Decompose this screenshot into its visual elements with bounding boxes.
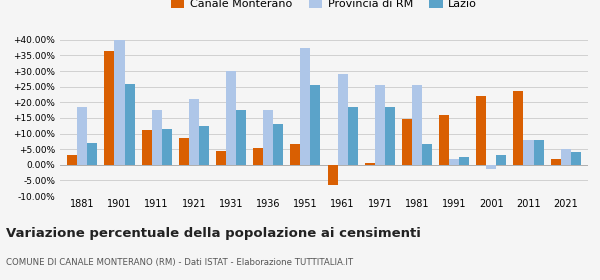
Bar <box>514 91 523 165</box>
Bar <box>253 148 263 165</box>
Bar <box>161 129 172 165</box>
Bar <box>533 140 544 165</box>
Bar <box>273 124 283 165</box>
Bar <box>310 85 320 165</box>
Bar <box>104 51 115 165</box>
Bar <box>439 115 449 165</box>
Bar <box>347 107 358 165</box>
Bar <box>77 107 88 165</box>
Legend: Canale Monterano, Provincia di RM, Lazio: Canale Monterano, Provincia di RM, Lazio <box>166 0 482 13</box>
Bar <box>402 120 412 165</box>
Bar <box>365 163 375 165</box>
Bar <box>449 158 459 165</box>
Bar <box>487 165 496 169</box>
Bar <box>125 83 134 165</box>
Bar <box>375 85 385 165</box>
Bar <box>142 130 152 165</box>
Bar <box>199 126 209 165</box>
Bar <box>179 138 189 165</box>
Bar <box>290 144 301 165</box>
Bar <box>301 48 310 165</box>
Text: Variazione percentuale della popolazione ai censimenti: Variazione percentuale della popolazione… <box>6 227 421 240</box>
Bar <box>476 96 487 165</box>
Bar <box>189 99 199 165</box>
Bar <box>496 155 506 165</box>
Bar <box>328 165 338 185</box>
Bar <box>551 158 560 165</box>
Bar <box>152 110 161 165</box>
Bar <box>523 140 533 165</box>
Bar <box>67 155 77 165</box>
Bar <box>571 152 581 165</box>
Bar <box>422 144 432 165</box>
Bar <box>560 149 571 165</box>
Bar <box>263 110 273 165</box>
Bar <box>459 157 469 165</box>
Text: COMUNE DI CANALE MONTERANO (RM) - Dati ISTAT - Elaborazione TUTTITALIA.IT: COMUNE DI CANALE MONTERANO (RM) - Dati I… <box>6 258 353 267</box>
Bar <box>385 107 395 165</box>
Bar <box>338 74 347 165</box>
Bar <box>115 40 125 165</box>
Bar <box>226 71 236 165</box>
Bar <box>88 143 97 165</box>
Bar <box>412 85 422 165</box>
Bar <box>216 151 226 165</box>
Bar <box>236 110 246 165</box>
